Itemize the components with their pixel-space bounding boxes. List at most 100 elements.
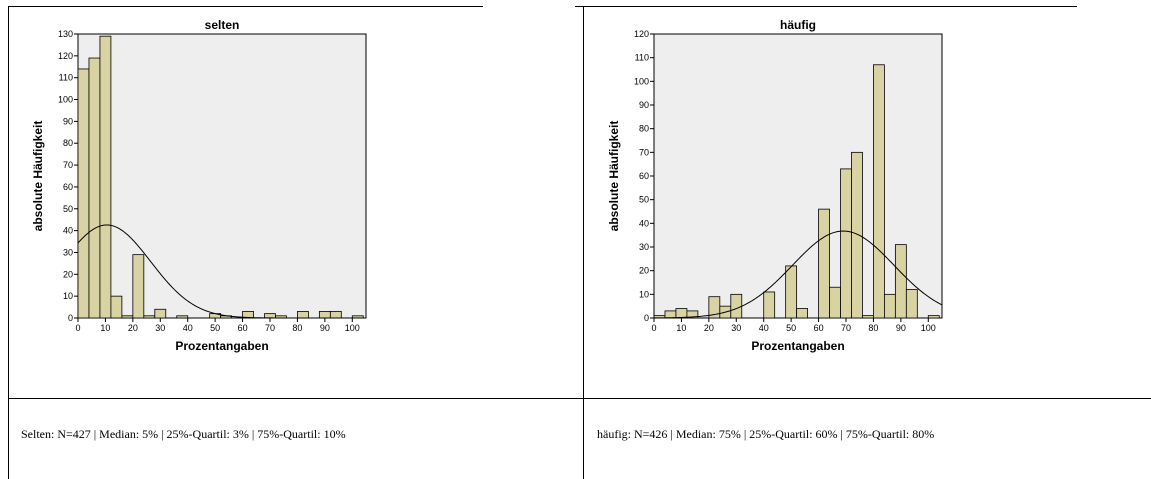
histogram-bar bbox=[99, 35, 112, 319]
y-tick-label: 120 bbox=[634, 29, 649, 39]
table-top-border-left bbox=[8, 6, 483, 7]
histogram-bar bbox=[77, 68, 90, 319]
x-tick-label: 100 bbox=[345, 323, 360, 333]
x-tick-label: 60 bbox=[238, 323, 248, 333]
y-tick-label: 110 bbox=[59, 73, 73, 83]
y-tick-label: 80 bbox=[639, 124, 649, 134]
y-tick-label: 50 bbox=[63, 204, 73, 214]
x-tick-label: 10 bbox=[100, 323, 110, 333]
x-tick-label: 80 bbox=[292, 323, 302, 333]
x-tick-label: 90 bbox=[320, 323, 330, 333]
x-tick-label: 40 bbox=[759, 323, 769, 333]
y-tick-label: 90 bbox=[63, 116, 73, 126]
histogram-bar bbox=[894, 244, 907, 319]
results-table bbox=[8, 6, 1151, 479]
y-tick-label: 10 bbox=[63, 291, 73, 301]
histogram-bar bbox=[840, 168, 852, 319]
histogram-bar bbox=[862, 315, 874, 319]
table-middle-border bbox=[583, 6, 584, 479]
x-tick-label: 20 bbox=[704, 323, 714, 333]
histogram-bar bbox=[132, 254, 145, 319]
histogram-bar bbox=[675, 308, 688, 319]
normal-curve bbox=[77, 224, 366, 319]
x-tick-label: 70 bbox=[841, 323, 851, 333]
chart-cell-selten: selten 0 10 20 30 40 50 60 70 80 90 100 110 120 130 0 10… bbox=[20, 14, 380, 374]
y-axis-label: absolute Häufigkeit bbox=[607, 121, 621, 232]
y-tick-label: 80 bbox=[63, 138, 73, 148]
x-tick-label: 0 bbox=[651, 323, 656, 333]
y-tick-label: 20 bbox=[639, 266, 649, 276]
x-tick-label: 80 bbox=[868, 323, 878, 333]
plot-area bbox=[77, 33, 367, 319]
y-tick-label: 30 bbox=[63, 247, 73, 257]
y-tick-label: 10 bbox=[639, 289, 649, 299]
caption-haeufig: häufig: N=426 | Median: 75% | 25%-Quarti… bbox=[597, 427, 935, 441]
x-tick-label: 50 bbox=[786, 323, 796, 333]
x-tick-label: 30 bbox=[155, 323, 165, 333]
y-tick-label: 30 bbox=[639, 242, 649, 252]
histogram-bar bbox=[154, 308, 167, 319]
normal-curve bbox=[653, 230, 943, 319]
y-tick-label: 70 bbox=[639, 147, 649, 157]
y-tick-label: 100 bbox=[634, 76, 649, 86]
y-tick-label: 60 bbox=[639, 171, 649, 181]
x-tick-label: 10 bbox=[676, 323, 686, 333]
x-tick-label: 70 bbox=[265, 323, 275, 333]
histogram-bar bbox=[851, 151, 863, 319]
y-tick-label: 20 bbox=[63, 269, 73, 279]
x-tick-label: 60 bbox=[814, 323, 824, 333]
y-tick-label: 110 bbox=[635, 53, 649, 63]
histogram-bar bbox=[905, 289, 918, 319]
histogram-bar bbox=[829, 286, 841, 319]
y-tick-label: 40 bbox=[639, 218, 649, 228]
x-tick-label: 50 bbox=[210, 323, 220, 333]
histogram-bar bbox=[176, 315, 189, 319]
y-axis-label: absolute Häufigkeit bbox=[31, 121, 45, 232]
y-tick-label: 90 bbox=[639, 100, 649, 110]
x-tick-label: 100 bbox=[921, 323, 936, 333]
histogram-bar bbox=[121, 315, 134, 319]
x-axis-label: Prozentangaben bbox=[175, 339, 268, 353]
y-tick-label: 130 bbox=[58, 29, 73, 39]
x-tick-label: 40 bbox=[183, 323, 193, 333]
histogram-bar bbox=[818, 208, 830, 319]
y-tick-label: 0 bbox=[644, 313, 649, 323]
histogram-bar bbox=[873, 64, 885, 319]
y-tick-label: 60 bbox=[63, 182, 73, 192]
y-tick-label: 50 bbox=[639, 195, 649, 205]
histogram-bar bbox=[329, 311, 342, 319]
histogram-bar bbox=[88, 57, 101, 319]
histogram-bar bbox=[730, 293, 743, 319]
y-tick-label: 70 bbox=[63, 160, 73, 170]
table-row-divider bbox=[8, 398, 1151, 399]
table-left-border bbox=[8, 6, 9, 479]
histogram-haeufig: häufig 0 10 20 30 40 50 60 70 80 90 100 110 120 0 10 20 3… bbox=[607, 18, 943, 353]
caption-selten: Selten: N=427 | Median: 5% | 25%-Quartil… bbox=[21, 427, 346, 441]
histogram-bar bbox=[242, 311, 254, 319]
x-tick-label: 30 bbox=[731, 323, 741, 333]
x-tick-label: 20 bbox=[128, 323, 138, 333]
y-tick-label: 120 bbox=[58, 51, 73, 61]
y-tick-label: 100 bbox=[58, 95, 73, 105]
histogram-bar bbox=[297, 311, 309, 319]
plot-area bbox=[653, 33, 943, 319]
histogram-bar bbox=[796, 308, 808, 319]
histogram-bar bbox=[785, 265, 798, 319]
chart-title: selten bbox=[205, 18, 240, 32]
histogram-bar bbox=[318, 311, 331, 319]
y-tick-label: 0 bbox=[68, 313, 73, 323]
histogram-bar bbox=[927, 315, 940, 319]
histogram-bar bbox=[264, 313, 276, 319]
histogram-bar bbox=[110, 295, 123, 319]
histogram-bar bbox=[763, 291, 776, 319]
histogram-selten: selten 0 10 20 30 40 50 60 70 80 90 100 110 120 130 0 10… bbox=[31, 18, 367, 353]
histogram-bar bbox=[686, 310, 699, 319]
x-tick-label: 0 bbox=[75, 323, 80, 333]
histogram-bar bbox=[143, 315, 156, 319]
table-top-border-mid bbox=[575, 6, 1077, 7]
x-tick-label: 90 bbox=[896, 323, 906, 333]
histogram-bar bbox=[664, 310, 677, 319]
histogram-bar bbox=[883, 293, 896, 319]
chart-title: häufig bbox=[780, 18, 816, 32]
y-tick-label: 40 bbox=[63, 226, 73, 236]
